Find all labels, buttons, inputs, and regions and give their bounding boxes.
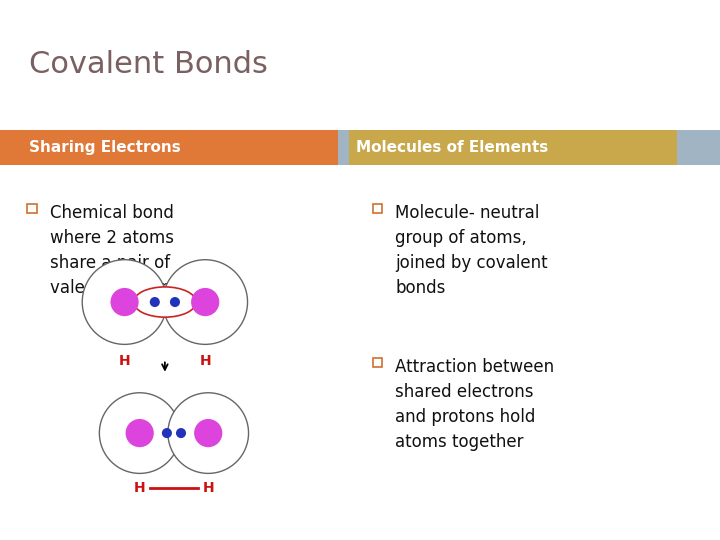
Text: H: H (202, 482, 214, 496)
Circle shape (125, 419, 154, 447)
Ellipse shape (134, 287, 196, 317)
Circle shape (82, 260, 167, 345)
Text: H: H (134, 482, 145, 496)
FancyBboxPatch shape (677, 130, 720, 165)
Text: Molecules of Elements: Molecules of Elements (356, 140, 549, 154)
Circle shape (194, 419, 222, 447)
Circle shape (99, 393, 180, 474)
Circle shape (162, 428, 172, 438)
FancyBboxPatch shape (22, 130, 338, 165)
Circle shape (150, 297, 160, 307)
FancyBboxPatch shape (0, 130, 22, 165)
Text: H: H (119, 354, 130, 368)
FancyBboxPatch shape (349, 130, 677, 165)
Circle shape (110, 288, 139, 316)
Text: Chemical bond
where 2 atoms
share a pair of
valence electrons: Chemical bond where 2 atoms share a pair… (50, 204, 197, 297)
Circle shape (168, 393, 248, 474)
Circle shape (191, 288, 220, 316)
Circle shape (163, 260, 248, 345)
Text: Covalent Bonds: Covalent Bonds (29, 50, 268, 79)
Circle shape (170, 297, 180, 307)
Circle shape (176, 428, 186, 438)
Text: H: H (199, 354, 211, 368)
FancyBboxPatch shape (338, 130, 349, 165)
Text: Sharing Electrons: Sharing Electrons (29, 140, 181, 154)
Text: Molecule- neutral
group of atoms,
joined by covalent
bonds: Molecule- neutral group of atoms, joined… (395, 204, 548, 297)
Text: Attraction between
shared electrons
and protons hold
atoms together: Attraction between shared electrons and … (395, 358, 554, 451)
